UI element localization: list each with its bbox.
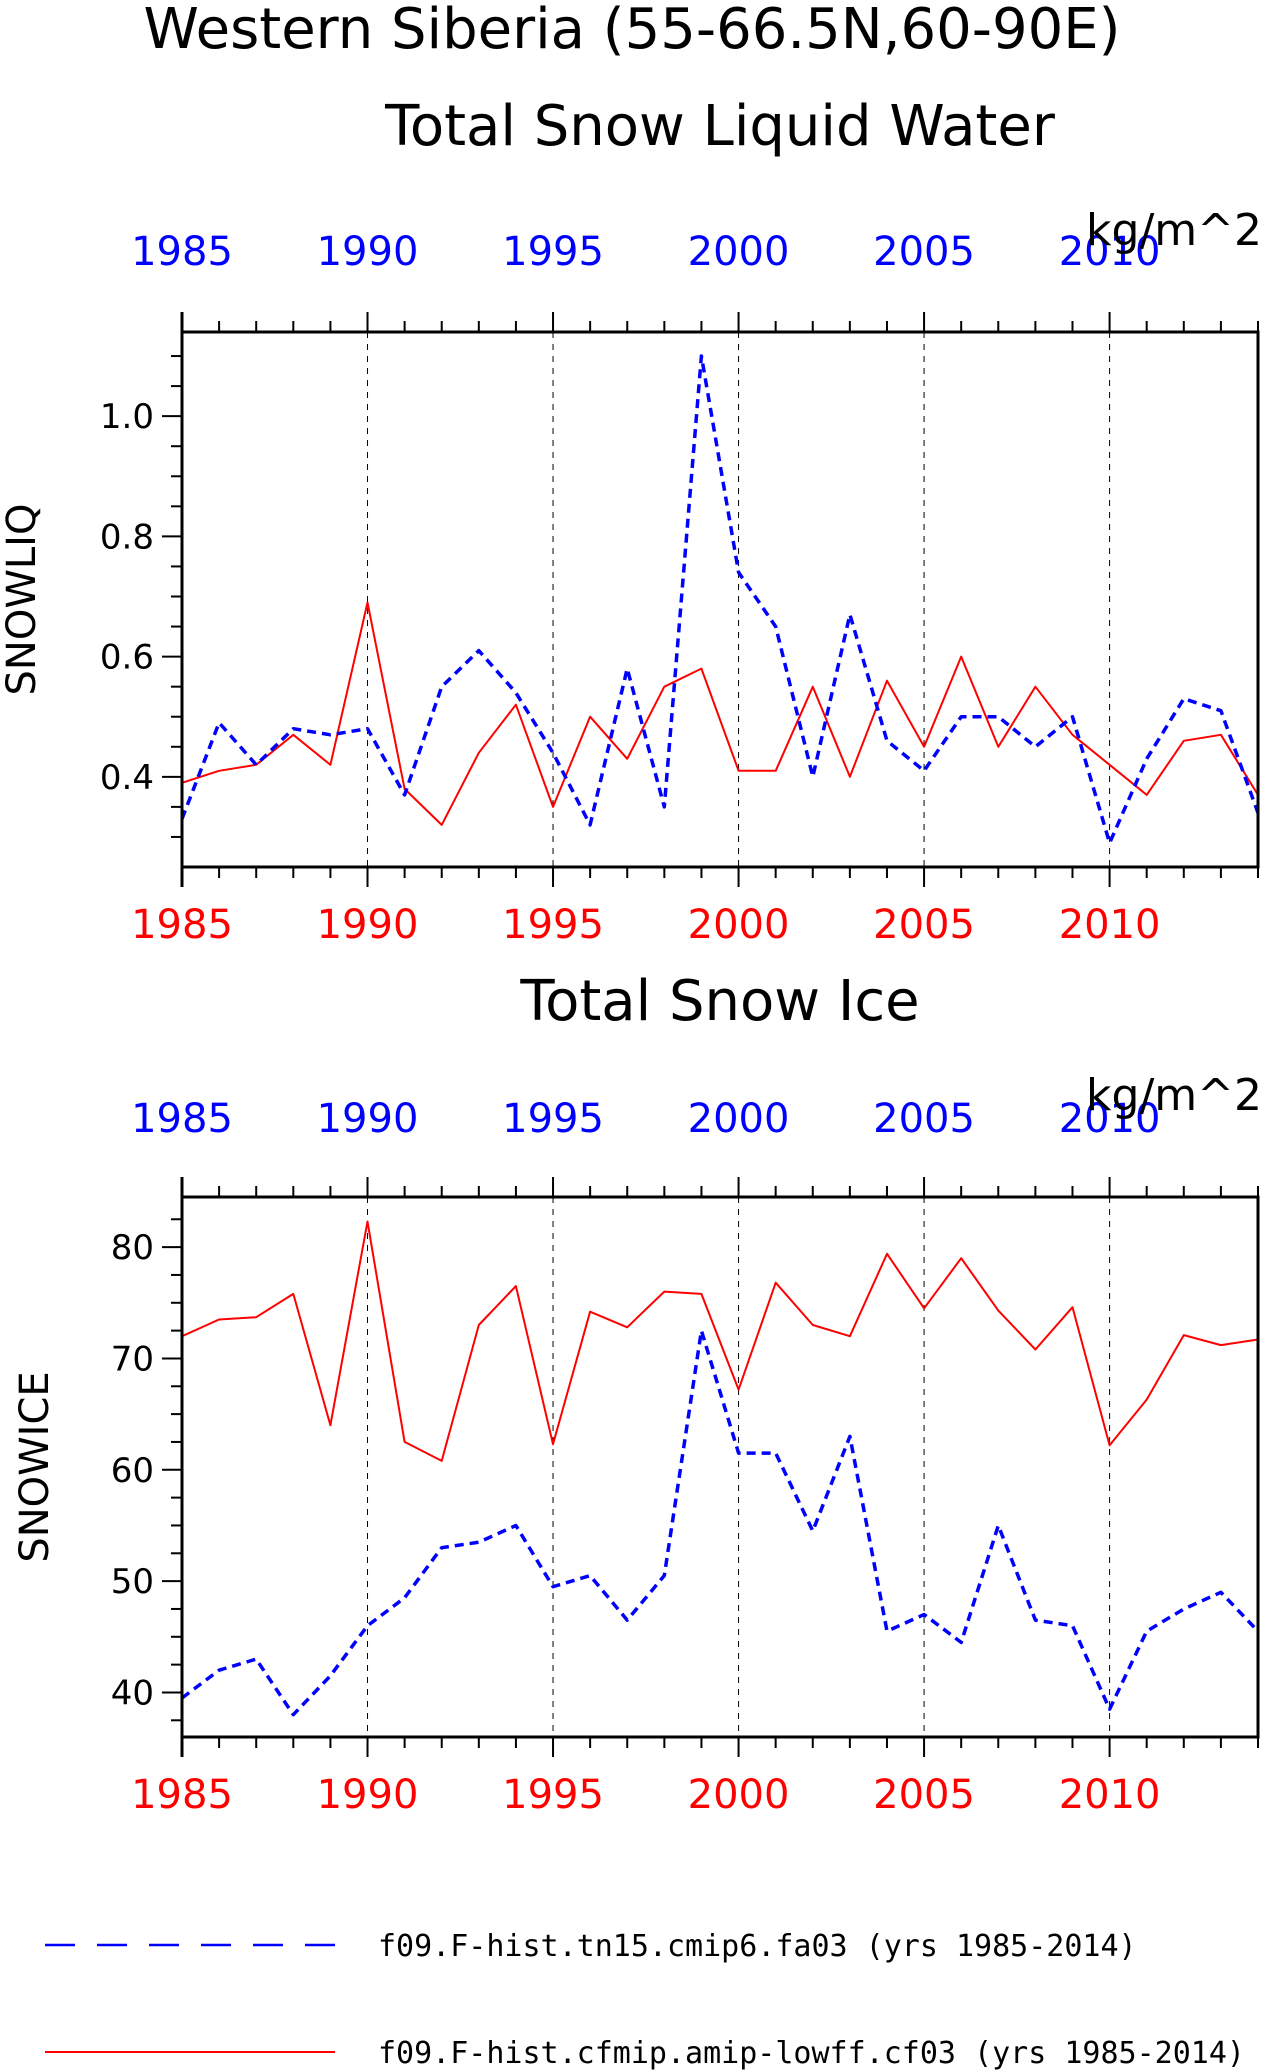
- x-bottom-tick-label: 1995: [502, 1772, 604, 1818]
- x-bottom-tick-label: 2010: [1059, 902, 1161, 948]
- chart-title-top: Total Snow Liquid Water: [384, 94, 1056, 159]
- x-top-tick-label: 1985: [131, 1096, 233, 1142]
- x-bottom-tick-label: 2000: [688, 902, 790, 948]
- y-tick-label: 0.8: [100, 517, 154, 557]
- y-tick-label: 0.4: [100, 758, 154, 798]
- legend-label-model-b: f09.F-hist.cfmip.amip-lowff.cf03 (yrs 19…: [378, 2036, 1245, 2071]
- x-top-tick-label: 2010: [1059, 1096, 1161, 1142]
- x-bottom-tick-label: 1995: [502, 902, 604, 948]
- x-top-tick-label: 1985: [131, 229, 233, 275]
- y-tick-label: 80: [111, 1228, 154, 1268]
- x-top-tick-label: 2005: [873, 1096, 975, 1142]
- x-top-tick-label: 1990: [317, 229, 419, 275]
- snowice-panel: 40 50 60 70 80 1985 1985 1990 1990 1995 1995 2000 20…: [12, 1070, 1262, 1818]
- x-bottom-tick-label: 2010: [1059, 1772, 1161, 1818]
- y-tick-label: 40: [111, 1673, 154, 1713]
- legend: f09.F-hist.tn15.cmip6.fa03 (yrs 1985-201…: [45, 1929, 1245, 2071]
- y-tick-label: 70: [111, 1339, 154, 1379]
- series-line-model-b: [182, 1220, 1258, 1462]
- x-bottom-tick-label: 2005: [873, 1772, 975, 1818]
- y-tick-label: 60: [111, 1451, 154, 1491]
- units-label: kg/m^2: [1086, 1070, 1262, 1121]
- y-tick-label: 50: [111, 1562, 154, 1602]
- plot-frame: [180, 330, 1260, 869]
- y-tick-label: 0.6: [100, 638, 154, 678]
- x-bottom-tick-label: 1985: [131, 1772, 233, 1818]
- legend-label-model-a: f09.F-hist.tn15.cmip6.fa03 (yrs 1985-201…: [378, 1929, 1137, 1964]
- x-top-tick-label: 2005: [873, 229, 975, 275]
- figure-title: Western Siberia (55-66.5N,60-90E): [144, 0, 1121, 62]
- y-axis-label: SNOWICE: [12, 1371, 58, 1562]
- x-bottom-tick-label: 2000: [688, 1772, 790, 1818]
- x-top-tick-label: 2000: [688, 229, 790, 275]
- y-axis-label: SNOWLIQ: [0, 504, 45, 696]
- x-bottom-tick-label: 1990: [317, 902, 419, 948]
- series-line-model-a: [182, 354, 1258, 845]
- x-bottom-tick-label: 1990: [317, 1772, 419, 1818]
- x-top-tick-label: 1990: [317, 1096, 419, 1142]
- x-bottom-tick-label: 1985: [131, 902, 233, 948]
- x-top-tick-label: 1995: [502, 229, 604, 275]
- units-label: kg/m^2: [1086, 205, 1262, 256]
- x-top-tick-label: 2010: [1059, 229, 1161, 275]
- series-line-model-a: [182, 1328, 1258, 1717]
- snowliq-panel: 0.4 0.6 0.8 1.0 1985 1985 1990 1990 1995 1995 2000…: [0, 205, 1262, 948]
- x-top-tick-label: 2000: [688, 1096, 790, 1142]
- x-bottom-tick-label: 2005: [873, 902, 975, 948]
- series-line-model-b: [182, 601, 1258, 826]
- x-top-tick-label: 1995: [502, 1096, 604, 1142]
- chart-title-bottom: Total Snow Ice: [519, 969, 919, 1034]
- y-tick-label: 1.0: [100, 397, 154, 437]
